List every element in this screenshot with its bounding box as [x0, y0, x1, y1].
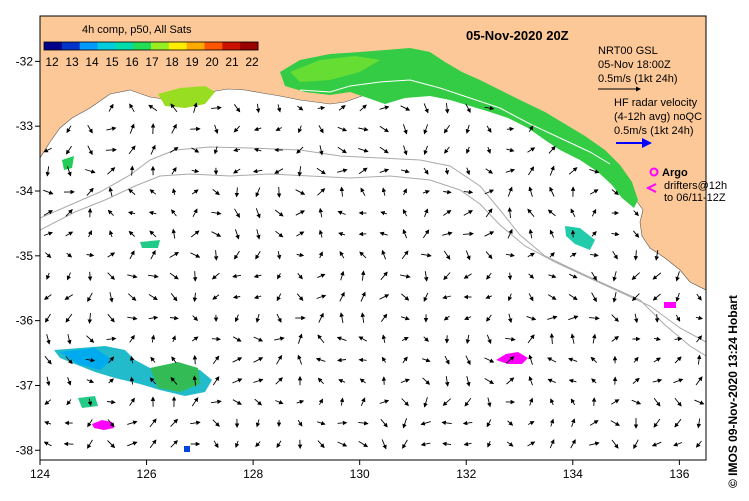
- y-tick-label: -34: [16, 184, 34, 198]
- colorbar-segment: [44, 42, 62, 50]
- y-tick-label: -33: [16, 119, 34, 133]
- x-tick-label: 126: [137, 467, 157, 481]
- colorbar-tick-label: 22: [245, 55, 259, 69]
- argo-legend-label: Argo: [662, 167, 688, 179]
- colorbar-tick-label: 12: [45, 55, 59, 69]
- colorbar-segment: [222, 42, 240, 50]
- drifters-legend-line1: drifters@12h: [664, 180, 727, 192]
- argo-track-3: [664, 302, 676, 308]
- current-arrow: [507, 129, 513, 130]
- colorbar-tick-label: 20: [205, 55, 219, 69]
- colorbar-tick-label: 16: [125, 55, 139, 69]
- colorbar-tick-label: 15: [105, 55, 119, 69]
- nrt-legend-line2: 05-Nov 18:00Z: [598, 59, 671, 71]
- nrt-legend-line3: 0.5m/s (1kt 24h): [598, 73, 677, 85]
- current-arrow: [106, 150, 116, 151]
- colorbar-scale: [44, 42, 259, 50]
- colorbar-segment: [187, 42, 205, 50]
- imos-credit: © IMOS 09-Nov-2020 13:24 Hobart: [726, 295, 740, 488]
- current-arrow: [359, 360, 366, 361]
- sst-patch-small-3: [184, 446, 190, 452]
- colorbar-tick-label: 14: [85, 55, 99, 69]
- hf-legend-line1: HF radar velocity: [614, 97, 698, 109]
- colorbar-segment: [98, 42, 116, 50]
- current-arrow: [510, 273, 511, 280]
- x-tick-label: 136: [669, 467, 689, 481]
- hf-legend-line2: (4-12h avg) noQC: [614, 111, 702, 123]
- colorbar-tick-label: 18: [165, 55, 179, 69]
- current-arrow: [338, 423, 347, 424]
- current-arrow: [195, 356, 196, 364]
- y-tick-label: -36: [16, 314, 34, 328]
- y-tick-label: -37: [16, 378, 34, 392]
- colorbar-title: 4h comp, p50, All Sats: [82, 24, 192, 36]
- colorbar-tick-label: 17: [145, 55, 159, 69]
- y-tick-label: -32: [16, 54, 34, 68]
- y-tick-label: -38: [16, 443, 34, 457]
- current-arrow: [657, 314, 658, 322]
- colorbar-tick-label: 13: [65, 55, 79, 69]
- current-arrow: [212, 339, 220, 340]
- x-tick-label: 124: [30, 467, 50, 481]
- x-tick-label: 134: [563, 467, 583, 481]
- colorbar-segment: [205, 42, 223, 50]
- colorbar-segment: [115, 42, 133, 50]
- hf-legend: HF radar velocity (4-12h avg) noQC 0.5m/…: [614, 97, 702, 143]
- colorbar-segment: [169, 42, 187, 50]
- hf-legend-line3: 0.5m/s (1kt 24h): [614, 125, 693, 137]
- current-arrow: [195, 271, 196, 281]
- colorbar-tick-label: 21: [225, 55, 239, 69]
- colorbar-tick-label: 19: [185, 55, 199, 69]
- colorbar-segment: [133, 42, 151, 50]
- colorbar-segment: [80, 42, 98, 50]
- date-title: 05-Nov-2020 20Z: [466, 28, 569, 43]
- x-tick-label: 130: [350, 467, 370, 481]
- colorbar-segment: [151, 42, 169, 50]
- colorbar-tick-labels: 12 13 14 15 16 17 18 19 20 21 22: [45, 55, 259, 69]
- y-tick-label: -35: [16, 249, 34, 263]
- colorbar: 4h comp, p50, All Sats 12 13 14 15 16 17 18 19 2…: [42, 20, 264, 72]
- nrt-legend-line1: NRT00 GSL: [598, 45, 658, 57]
- x-tick-label: 132: [456, 467, 476, 481]
- x-tick-label: 128: [243, 467, 263, 481]
- current-arrow: [90, 272, 91, 280]
- drifters-legend-line2: to 06/11-12Z: [664, 192, 726, 204]
- colorbar-segment: [240, 42, 258, 50]
- current-arrow: [279, 187, 280, 197]
- colorbar-segment: [62, 42, 80, 50]
